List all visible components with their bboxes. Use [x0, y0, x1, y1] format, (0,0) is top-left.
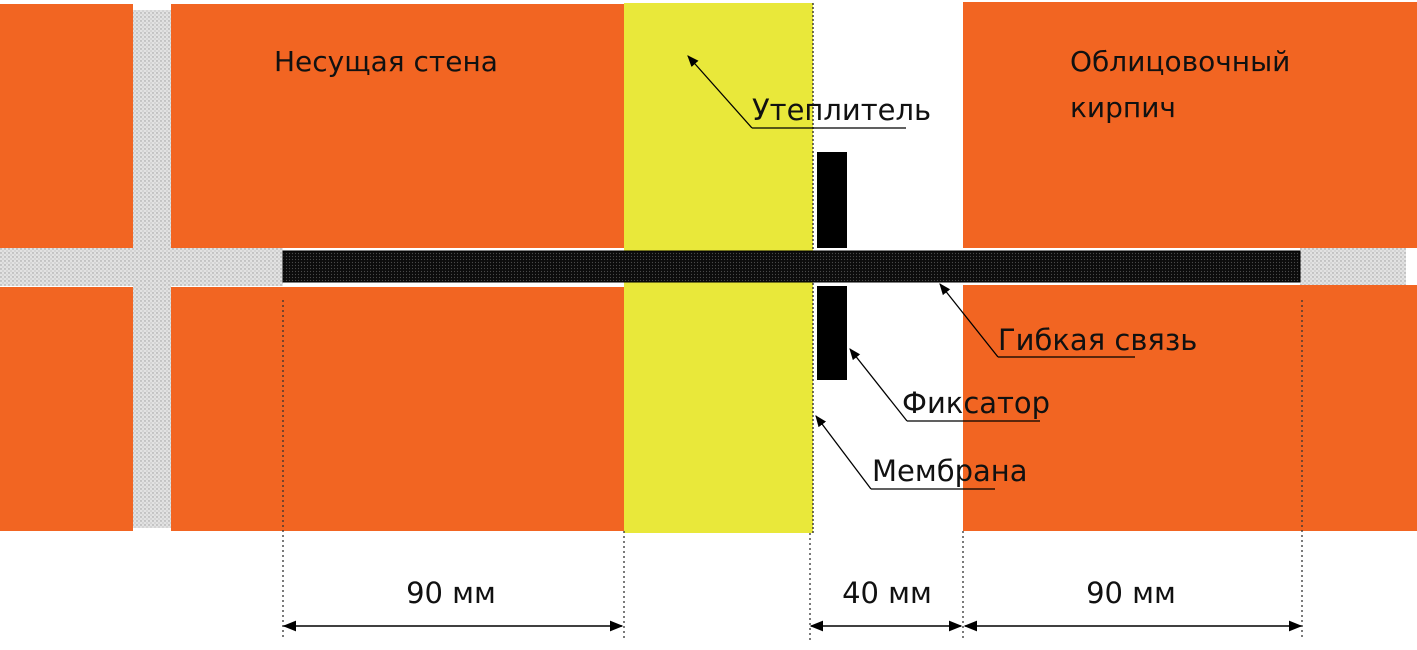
flexible-tie-label: Гибкая связь [998, 323, 1197, 357]
brick [171, 4, 624, 248]
insulation-label: Утеплитель [752, 93, 931, 127]
air-gap-label: 40 мм [842, 576, 932, 610]
membrane-label: Мембрана [872, 454, 1028, 488]
dimension-guides [282, 300, 1303, 640]
brick [0, 287, 133, 531]
flexible-tie-leader [939, 283, 999, 358]
mortar-horizontal-joint [0, 248, 283, 286]
brick [171, 287, 624, 531]
mortar-horizontal-joint-facing [1300, 248, 1406, 286]
load-bearing-wall [0, 4, 624, 531]
brick [0, 4, 133, 248]
mortar-joints [0, 10, 1406, 528]
fixator-leader [849, 348, 908, 422]
fixator-lower-plate [817, 286, 847, 380]
load-bearing-wall-label: Несущая стена [274, 45, 498, 78]
facing-brick-wall [963, 2, 1417, 531]
flexible-tie [282, 250, 1301, 283]
fixator [817, 152, 847, 380]
facing-brick-label-line2: кирпич [1070, 91, 1176, 124]
facing-width-label: 90 мм [1086, 576, 1176, 610]
fixator-label: Фиксатор [902, 386, 1050, 420]
wall-width-label: 90 мм [406, 576, 496, 610]
brick [963, 2, 1417, 248]
membrane-leader [815, 415, 872, 490]
brick [963, 285, 1417, 531]
facing-brick-label-line1: Облицовочный [1070, 45, 1290, 78]
fixator-upper-plate [817, 152, 847, 248]
insulation-leader [687, 55, 753, 129]
